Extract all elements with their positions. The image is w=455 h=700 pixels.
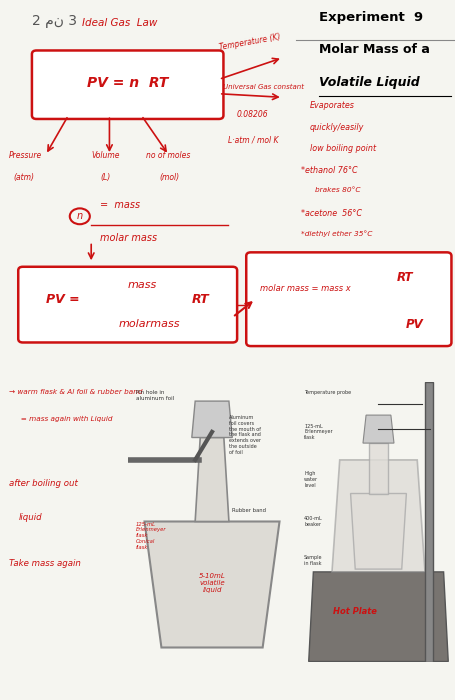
Text: molar mass = mass x: molar mass = mass x	[259, 284, 350, 293]
Polygon shape	[308, 572, 447, 662]
Bar	[369, 443, 387, 494]
Text: after boiling out: after boiling out	[9, 480, 78, 488]
Text: Volume: Volume	[91, 151, 119, 160]
Text: RT: RT	[191, 293, 209, 306]
Text: Evaporates: Evaporates	[309, 101, 354, 110]
Polygon shape	[350, 494, 405, 569]
Text: brakes 80°C: brakes 80°C	[314, 188, 359, 193]
Polygon shape	[144, 522, 279, 648]
Text: PV =: PV =	[46, 293, 79, 306]
Text: Sample
in flask: Sample in flask	[303, 555, 322, 566]
Text: = mass again with Liquid: = mass again with Liquid	[14, 416, 112, 421]
Text: n: n	[76, 211, 83, 221]
Text: *acetone  56°C: *acetone 56°C	[300, 209, 361, 218]
Polygon shape	[195, 438, 228, 522]
Text: L·atm / mol K: L·atm / mol K	[228, 135, 278, 144]
Text: Pin hole in
aluminum foil: Pin hole in aluminum foil	[136, 390, 174, 400]
Polygon shape	[192, 401, 232, 438]
Text: 125-mL
Erlenmeyer
flask
Conical
flask: 125-mL Erlenmeyer flask Conical flask	[136, 522, 166, 550]
Polygon shape	[362, 415, 393, 443]
Text: molar mass: molar mass	[100, 233, 157, 243]
Text: 125-mL
Erlenmeyer
flask: 125-mL Erlenmeyer flask	[303, 424, 332, 440]
FancyBboxPatch shape	[246, 253, 450, 346]
Text: Temperature (K): Temperature (K)	[218, 32, 281, 52]
Text: *diethyl ether 35°C: *diethyl ether 35°C	[300, 231, 372, 237]
Text: liquid: liquid	[18, 512, 42, 522]
Text: molarmass: molarmass	[118, 319, 180, 330]
Text: → warm flask & Al foil & rubber band: → warm flask & Al foil & rubber band	[9, 389, 142, 395]
Text: Experiment  9: Experiment 9	[318, 10, 422, 24]
Text: mass: mass	[127, 280, 157, 290]
Text: low boiling point: low boiling point	[309, 144, 375, 153]
Text: Aluminum
foil covers
the mouth of
the flask and
extends over
the outside
of foil: Aluminum foil covers the mouth of the fl…	[228, 415, 260, 455]
Text: Pressure: Pressure	[9, 151, 42, 160]
Text: Temperature probe: Temperature probe	[303, 390, 350, 395]
Text: (atm): (atm)	[14, 173, 35, 182]
Text: 5-10mL
volatile
liquid: 5-10mL volatile liquid	[198, 573, 225, 593]
Polygon shape	[331, 460, 424, 572]
Text: Universal Gas constant: Universal Gas constant	[223, 84, 304, 90]
FancyBboxPatch shape	[18, 267, 237, 342]
Text: 400-mL
beaker: 400-mL beaker	[303, 516, 322, 526]
Text: 0.08206: 0.08206	[237, 110, 268, 119]
Text: quickly/easily: quickly/easily	[309, 122, 364, 132]
Text: (mol): (mol)	[159, 173, 179, 182]
Text: =  mass: = mass	[100, 200, 140, 211]
Text: no of moles: no of moles	[146, 151, 190, 160]
Text: 2 من 3: 2 من 3	[32, 15, 77, 29]
Text: Volatile Liquid: Volatile Liquid	[318, 76, 419, 89]
Text: Hot Plate: Hot Plate	[333, 607, 376, 615]
Text: PV: PV	[405, 318, 423, 331]
Text: PV = n  RT: PV = n RT	[87, 76, 168, 90]
FancyBboxPatch shape	[32, 50, 223, 119]
Text: RT: RT	[396, 271, 412, 284]
Text: Molar Mass of a: Molar Mass of a	[318, 43, 429, 56]
Text: (L): (L)	[100, 173, 110, 182]
Text: Ideal Gas  Law: Ideal Gas Law	[82, 18, 157, 28]
Text: Take mass again: Take mass again	[9, 559, 81, 568]
Text: *ethanol 76°C: *ethanol 76°C	[300, 166, 357, 175]
Text: Rubber band: Rubber band	[232, 508, 266, 512]
Text: High
water
level: High water level	[303, 471, 318, 488]
Bar	[424, 382, 432, 662]
